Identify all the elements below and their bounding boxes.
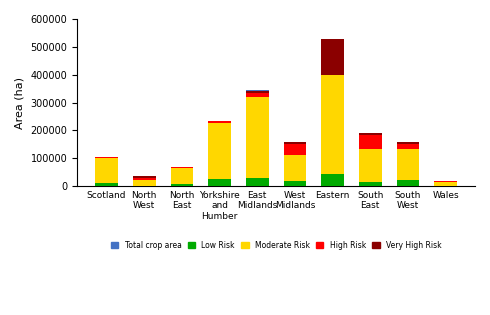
Bar bbox=[246, 91, 269, 93]
Bar bbox=[321, 38, 344, 75]
Bar bbox=[396, 142, 419, 186]
Bar bbox=[396, 142, 419, 144]
Bar bbox=[359, 149, 382, 182]
Bar bbox=[321, 75, 344, 174]
Bar bbox=[95, 158, 118, 183]
Bar bbox=[133, 176, 155, 178]
Bar bbox=[396, 149, 419, 180]
Bar bbox=[284, 144, 306, 155]
Bar bbox=[434, 182, 457, 186]
Bar bbox=[359, 133, 382, 135]
Bar bbox=[171, 168, 193, 184]
Bar bbox=[95, 157, 118, 158]
Bar bbox=[208, 121, 231, 186]
Bar bbox=[321, 38, 344, 186]
Bar bbox=[396, 180, 419, 186]
Bar bbox=[208, 121, 231, 123]
Bar bbox=[171, 167, 193, 168]
Bar bbox=[208, 179, 231, 186]
Bar bbox=[133, 176, 155, 186]
Bar bbox=[95, 157, 118, 186]
Bar bbox=[246, 93, 269, 97]
Bar bbox=[434, 181, 457, 186]
Bar bbox=[396, 144, 419, 149]
Bar bbox=[246, 97, 269, 178]
Legend: Total crop area, Low Risk, Moderate Risk, High Risk, Very High Risk: Total crop area, Low Risk, Moderate Risk… bbox=[108, 238, 444, 253]
Bar bbox=[133, 180, 155, 186]
Bar bbox=[246, 90, 269, 186]
Bar bbox=[171, 167, 193, 186]
Bar bbox=[359, 135, 382, 149]
Bar bbox=[171, 184, 193, 186]
Bar bbox=[95, 183, 118, 186]
Bar bbox=[359, 133, 382, 186]
Bar bbox=[359, 182, 382, 186]
Bar bbox=[284, 142, 306, 144]
Bar bbox=[321, 174, 344, 186]
Bar bbox=[284, 142, 306, 186]
Bar bbox=[133, 178, 155, 180]
Bar bbox=[246, 178, 269, 186]
Bar bbox=[284, 155, 306, 181]
Bar bbox=[208, 123, 231, 179]
Bar bbox=[284, 181, 306, 186]
Bar bbox=[434, 181, 457, 182]
Y-axis label: Area (ha): Area (ha) bbox=[15, 77, 25, 129]
